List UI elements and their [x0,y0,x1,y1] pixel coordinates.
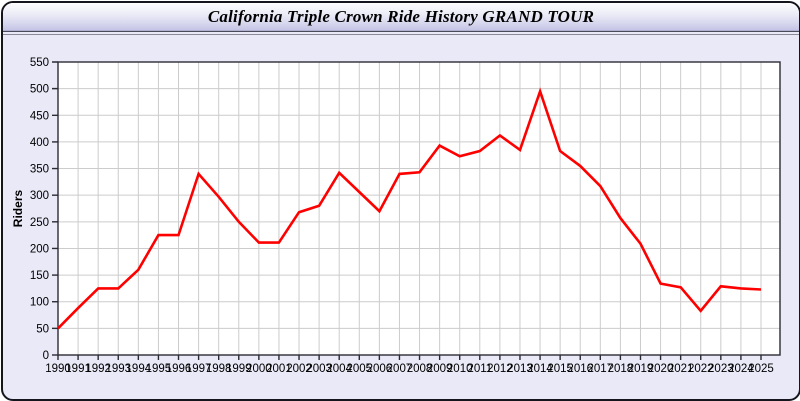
title-bar: California Triple Crown Ride History GRA… [3,3,799,32]
x-tick-label: 2011 [467,363,492,375]
x-tick-label: 2002 [286,363,312,375]
x-tick-label: 1991 [65,363,91,375]
plot-area [58,62,780,355]
y-tick-label: 450 [30,110,49,122]
page-title: California Triple Crown Ride History GRA… [207,7,595,26]
x-tick-label: 2017 [588,363,614,375]
x-tick-label: 2016 [567,363,593,375]
x-tick-label: 1994 [126,363,152,375]
y-tick-label: 0 [43,350,49,362]
x-tick-label: 2008 [407,363,433,375]
x-tick-label: 2013 [507,363,533,375]
x-tick-label: 2012 [487,363,513,375]
x-tick-label: 2005 [346,363,372,375]
x-tick-label: 1990 [45,363,71,375]
x-tick-label: 1992 [85,363,111,375]
x-tick-label: 1995 [146,363,172,375]
y-tick-label: 50 [36,323,49,335]
riders-line-series [57,87,762,330]
y-tick-label: 350 [30,164,49,176]
y-tick-label: 150 [30,270,49,282]
x-tick-label: 2018 [608,363,634,375]
x-tick-label: 2025 [748,363,774,375]
x-tick-label: 2000 [246,363,272,375]
x-tick-label: 2001 [266,363,292,375]
x-tick-label: 1997 [186,363,212,375]
x-tick-label: 2020 [648,363,674,375]
y-tick-label: 100 [30,297,49,309]
title-separator [3,34,799,35]
y-tick-label: 500 [30,84,49,96]
y-tick-label: 200 [30,243,49,255]
x-tick-label: 2007 [387,363,413,375]
x-tick-label: 2019 [628,363,654,375]
x-tick-label: 1993 [105,363,131,375]
x-tick-label: 2010 [447,363,473,375]
x-tick-label: 2003 [306,363,332,375]
ride-history-chart: 0501001502002503003504004505005501990199… [11,57,781,375]
x-tick-label: 2022 [688,363,714,375]
x-tick-label: 2023 [708,363,734,375]
y-tick-label: 300 [30,190,49,202]
x-tick-label: 2014 [527,363,553,375]
x-tick-label: 2024 [728,363,754,375]
x-tick-label: 2009 [427,363,453,375]
y-tick-label: 550 [30,57,49,69]
x-tick-label: 2006 [367,363,393,375]
y-axis-title: Riders [11,190,25,228]
x-tick-label: 1999 [226,363,252,375]
x-tick-label: 2021 [668,363,694,375]
y-tick-label: 250 [30,217,49,229]
x-tick-label: 2015 [547,363,573,375]
x-tick-label: 1998 [206,363,232,375]
x-tick-label: 1996 [166,363,192,375]
x-tick-label: 2004 [326,363,352,375]
y-tick-label: 400 [30,137,49,149]
